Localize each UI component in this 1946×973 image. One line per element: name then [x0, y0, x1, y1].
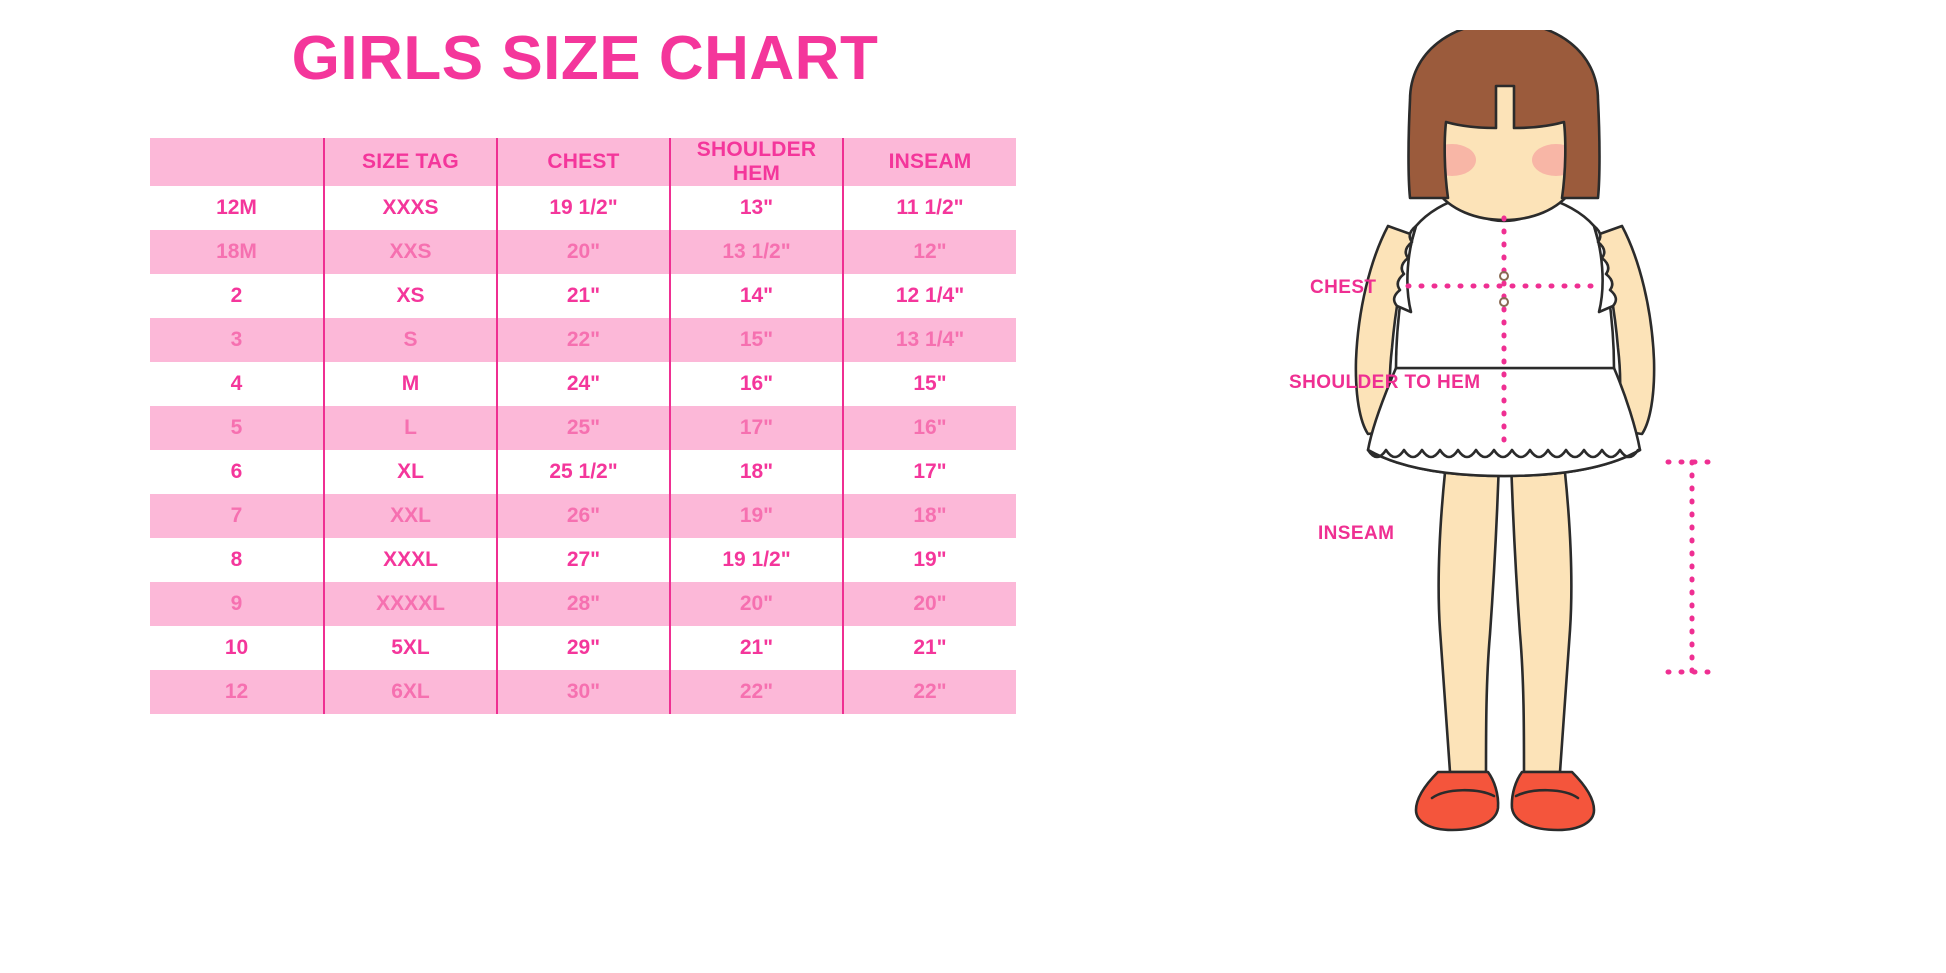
table-row: 10 5XL 29" 21" 21" — [150, 626, 1016, 670]
cell-shoulder-hem: 19 1/2" — [669, 538, 843, 582]
cell-size-tag: XXXS — [323, 186, 497, 230]
top-ruffle-left — [1392, 224, 1418, 314]
column-header-size-tag: SIZE TAG — [323, 138, 497, 186]
cell-size: 18M — [150, 230, 324, 274]
cell-shoulder-hem: 16" — [669, 362, 843, 406]
cell-size: 10 — [150, 626, 324, 670]
cell-chest: 27" — [496, 538, 670, 582]
shoe-strap-left — [1430, 788, 1496, 800]
cell-shoulder-hem: 20" — [669, 582, 843, 626]
cell-size-tag: XXL — [323, 494, 497, 538]
page-title: GIRLS SIZE CHART — [291, 24, 879, 93]
cell-size: 3 — [150, 318, 324, 362]
cell-inseam: 21" — [842, 626, 1016, 670]
cell-size: 12M — [150, 186, 324, 230]
cell-chest: 25 1/2" — [496, 450, 670, 494]
cell-shoulder-hem: 13" — [669, 186, 843, 230]
label-chest: CHEST — [1310, 277, 1377, 298]
cell-shoulder-hem: 21" — [669, 626, 843, 670]
cell-inseam: 20" — [842, 582, 1016, 626]
cell-size-tag: XL — [323, 450, 497, 494]
shoe-right — [1510, 770, 1596, 832]
shoe-left — [1414, 770, 1500, 832]
cell-inseam: 17" — [842, 450, 1016, 494]
cell-size-tag: XXXXL — [323, 582, 497, 626]
skirt-hem-scallop — [1366, 448, 1642, 478]
label-inseam: INSEAM — [1318, 523, 1395, 544]
cell-inseam: 13 1/4" — [842, 318, 1016, 362]
cell-shoulder-hem: 19" — [669, 494, 843, 538]
cell-inseam: 18" — [842, 494, 1016, 538]
cell-chest: 19 1/2" — [496, 186, 670, 230]
cell-shoulder-hem: 15" — [669, 318, 843, 362]
cell-size: 7 — [150, 494, 324, 538]
table-row: 6 XL 25 1/2" 18" 17" — [150, 450, 1016, 494]
table-row: 12M XXXS 19 1/2" 13" 11 1/2" — [150, 186, 1016, 230]
cell-size: 2 — [150, 274, 324, 318]
cell-size: 8 — [150, 538, 324, 582]
cell-chest: 21" — [496, 274, 670, 318]
cell-size-tag: 6XL — [323, 670, 497, 714]
button-upper — [1499, 271, 1509, 281]
button-lower — [1499, 297, 1509, 307]
label-shoulder-to-hem: SHOULDER TO HEM — [1289, 372, 1481, 393]
cell-inseam: 22" — [842, 670, 1016, 714]
table-row: 4 M 24" 16" 15" — [150, 362, 1016, 406]
leg-right — [1508, 426, 1573, 774]
cell-size: 12 — [150, 670, 324, 714]
cell-inseam: 12" — [842, 230, 1016, 274]
column-header-chest: CHEST — [496, 138, 670, 186]
cell-size-tag: XXS — [323, 230, 497, 274]
cell-chest: 28" — [496, 582, 670, 626]
cell-size-tag: S — [323, 318, 497, 362]
cell-inseam: 19" — [842, 538, 1016, 582]
table-row: 7 XXL 26" 19" 18" — [150, 494, 1016, 538]
cell-size-tag: XXXL — [323, 538, 497, 582]
girl-illustration — [1300, 30, 1946, 930]
cell-size-tag: L — [323, 406, 497, 450]
shoe-strap-right — [1514, 788, 1580, 800]
column-header-size — [150, 138, 324, 186]
cell-inseam: 15" — [842, 362, 1016, 406]
cell-size: 9 — [150, 582, 324, 626]
cell-shoulder-hem: 17" — [669, 406, 843, 450]
cell-chest: 22" — [496, 318, 670, 362]
table-row: 8 XXXL 27" 19 1/2" 19" — [150, 538, 1016, 582]
table-row: 9 XXXXL 28" 20" 20" — [150, 582, 1016, 626]
cell-shoulder-hem: 18" — [669, 450, 843, 494]
header-row: SIZE TAG CHEST SHOULDER HEM INSEAM — [150, 138, 1016, 186]
cell-inseam: 12 1/4" — [842, 274, 1016, 318]
cell-chest: 24" — [496, 362, 670, 406]
cell-chest: 20" — [496, 230, 670, 274]
cell-chest: 26" — [496, 494, 670, 538]
cell-chest: 29" — [496, 626, 670, 670]
cell-chest: 25" — [496, 406, 670, 450]
size-chart-table: SIZE TAG CHEST SHOULDER HEM INSEAM 12M XX… — [150, 138, 1016, 714]
table-row: 5 L 25" 17" 16" — [150, 406, 1016, 450]
leg-left — [1437, 426, 1502, 774]
cell-size: 5 — [150, 406, 324, 450]
column-header-shoulder-hem: SHOULDER HEM — [669, 138, 843, 186]
cell-inseam: 16" — [842, 406, 1016, 450]
table-body: 12M XXXS 19 1/2" 13" 11 1/2" 18M XXS 20" 13 1/2"… — [150, 186, 1016, 714]
top-ruffle-right — [1592, 224, 1618, 314]
table-row: 18M XXS 20" 13 1/2" 12" — [150, 230, 1016, 274]
cell-size-tag: XS — [323, 274, 497, 318]
cell-shoulder-hem: 14" — [669, 274, 843, 318]
cell-inseam: 11 1/2" — [842, 186, 1016, 230]
table-row: 2 XS 21" 14" 12 1/4" — [150, 274, 1016, 318]
cell-size: 6 — [150, 450, 324, 494]
column-header-inseam: INSEAM — [842, 138, 1016, 186]
cell-size-tag: 5XL — [323, 626, 497, 670]
cell-shoulder-hem: 13 1/2" — [669, 230, 843, 274]
table-row: 3 S 22" 15" 13 1/4" — [150, 318, 1016, 362]
table-header: SIZE TAG CHEST SHOULDER HEM INSEAM — [150, 138, 1016, 186]
cell-size-tag: M — [323, 362, 497, 406]
cell-shoulder-hem: 22" — [669, 670, 843, 714]
cell-size: 4 — [150, 362, 324, 406]
hair — [1407, 30, 1601, 200]
cell-chest: 30" — [496, 670, 670, 714]
table-row: 12 6XL 30" 22" 22" — [150, 670, 1016, 714]
